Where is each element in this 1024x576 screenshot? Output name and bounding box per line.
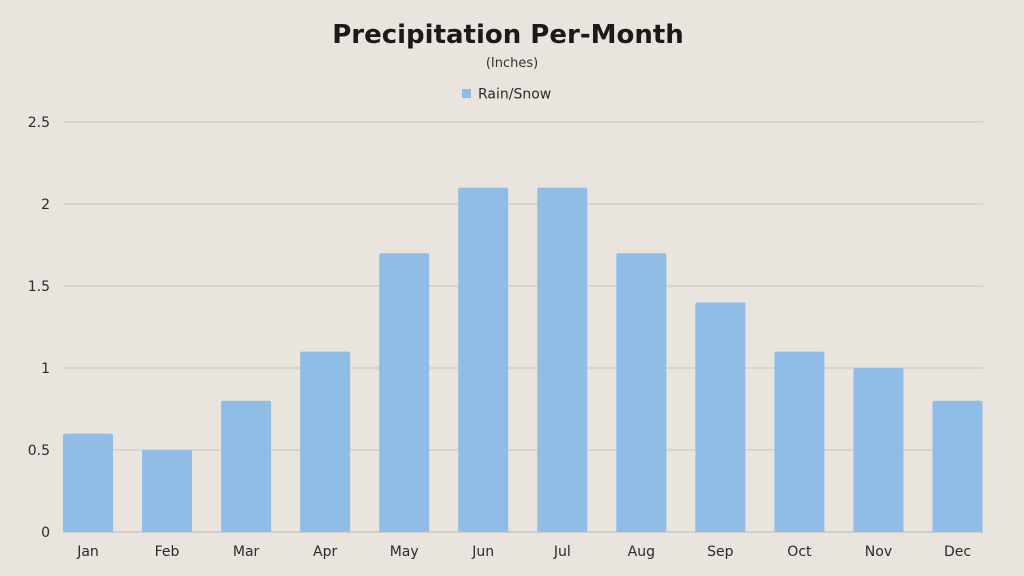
x-tick-label-mar: Mar <box>233 544 260 560</box>
x-tick-label-jul: Jul <box>553 544 571 560</box>
y-tick-label: 0 <box>41 525 50 541</box>
x-tick-label-jun: Jun <box>471 544 494 560</box>
y-tick-label: 1.5 <box>28 279 50 295</box>
bar-may <box>379 253 430 532</box>
bar-sep <box>695 302 746 532</box>
bar-aug <box>616 253 667 532</box>
legend-swatch <box>462 89 471 98</box>
bar-feb <box>142 450 193 532</box>
bar-mar <box>221 400 272 532</box>
y-tick-label: 2.5 <box>28 115 50 131</box>
bar-apr <box>300 351 351 532</box>
bar-jun <box>458 187 509 532</box>
x-tick-label-apr: Apr <box>313 544 337 560</box>
bars <box>63 187 983 532</box>
chart-subtitle: (Inches) <box>486 56 538 71</box>
bar-nov <box>853 368 904 532</box>
bar-dec <box>932 400 983 532</box>
y-tick-label: 0.5 <box>28 443 50 459</box>
x-tick-label-dec: Dec <box>944 544 971 560</box>
x-tick-label-sep: Sep <box>707 544 734 560</box>
bar-oct <box>774 351 825 532</box>
x-tick-label-jan: Jan <box>76 544 99 560</box>
y-tick-label: 2 <box>41 197 50 213</box>
bar-jan <box>63 433 113 532</box>
y-tick-label: 1 <box>41 361 50 377</box>
x-axis-ticks: Jan Feb Mar Apr May Jun Jul Aug Sep Oct Nov Dec <box>76 544 971 560</box>
legend-label: Rain/Snow <box>478 87 551 103</box>
gridlines <box>63 121 983 533</box>
x-tick-label-may: May <box>390 544 419 560</box>
chart-title: Precipitation Per-Month <box>332 20 684 50</box>
x-tick-label-nov: Nov <box>865 544 892 560</box>
y-axis-ticks: 0 0.5 1 1.5 2 2.5 <box>28 115 50 541</box>
legend: Rain/Snow <box>462 87 551 103</box>
x-tick-label-oct: Oct <box>787 544 812 560</box>
x-tick-label-feb: Feb <box>155 544 180 560</box>
bar-jul <box>537 187 588 532</box>
x-tick-label-aug: Aug <box>628 544 655 560</box>
